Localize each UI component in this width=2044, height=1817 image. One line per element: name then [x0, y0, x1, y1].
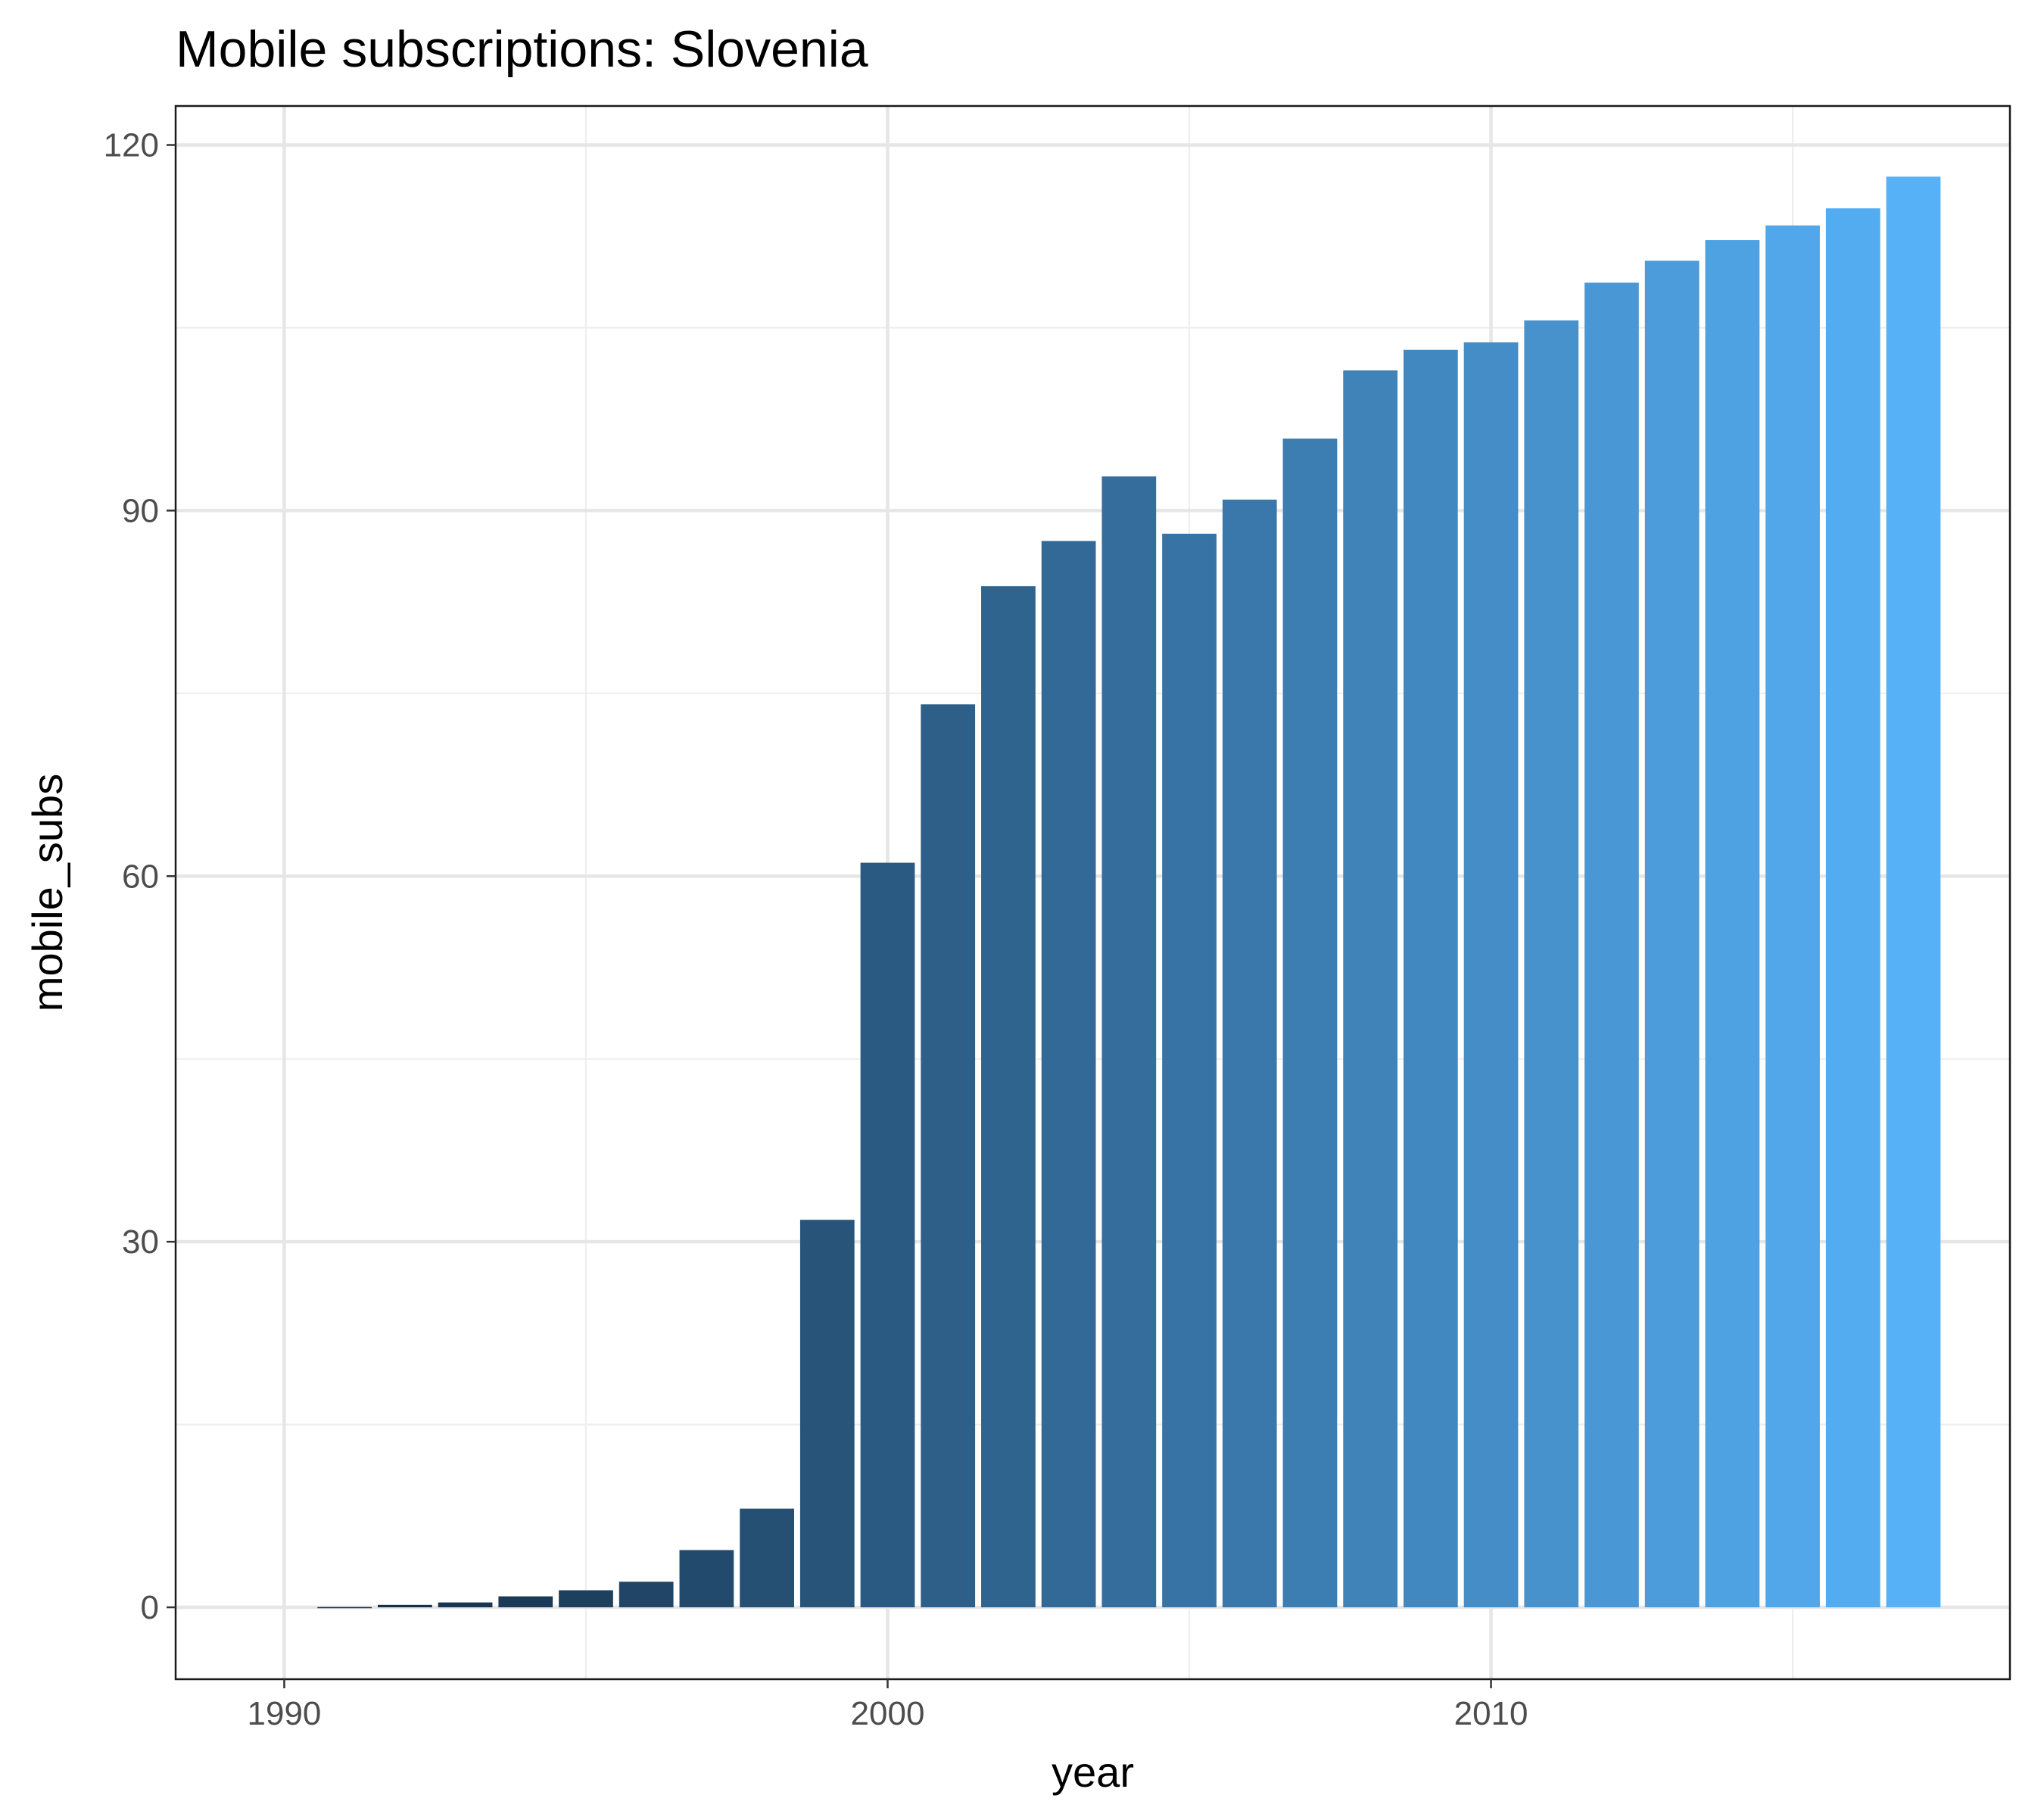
y-tick-label: 90 — [122, 492, 159, 529]
x-axis: 1990 2000 2010 — [248, 1679, 1528, 1732]
plot-panel — [174, 104, 2011, 1681]
bar-2005 — [1162, 533, 1217, 1608]
bar-2016 — [1825, 208, 1880, 1608]
bar-1992 — [378, 1604, 432, 1608]
x-axis-title: year — [1052, 1748, 1134, 1796]
bar-2008 — [1343, 370, 1398, 1608]
bar-1994 — [498, 1596, 553, 1608]
y-axis-title: mobile_subs — [23, 774, 71, 1011]
bar-1998 — [740, 1508, 794, 1608]
panel-border — [174, 104, 2011, 1681]
x-tick-label: 2000 — [851, 1695, 925, 1732]
bar-2002 — [981, 586, 1036, 1608]
bar-1999 — [799, 1220, 855, 1608]
x-tick-label: 1990 — [248, 1695, 322, 1732]
bar-1995 — [559, 1590, 613, 1608]
y-tick-label: 30 — [122, 1223, 159, 1261]
bar-2004 — [1101, 476, 1157, 1608]
bar-2015 — [1765, 225, 1820, 1608]
bar-1996 — [618, 1582, 674, 1608]
bar-2003 — [1041, 541, 1096, 1608]
bars — [317, 176, 1941, 1609]
y-tick-label: 120 — [104, 127, 159, 164]
bar-2001 — [921, 704, 976, 1608]
y-tick-label: 0 — [141, 1589, 159, 1626]
bar-2017 — [1886, 176, 1941, 1608]
bar-2013 — [1644, 260, 1700, 1608]
bar-2014 — [1705, 240, 1760, 1608]
chart-title: Mobile subscriptions: Slovenia — [176, 20, 868, 78]
bar-2011 — [1524, 320, 1579, 1608]
bar-1993 — [438, 1602, 493, 1608]
y-axis: 0 30 60 90 120 — [104, 127, 176, 1626]
y-tick-label: 60 — [122, 858, 159, 895]
bar-2006 — [1222, 499, 1277, 1608]
x-tick-label: 2010 — [1454, 1695, 1528, 1732]
bar-1997 — [679, 1550, 734, 1608]
bar-2000 — [860, 862, 915, 1608]
bar-2009 — [1403, 349, 1458, 1608]
bar-2010 — [1463, 342, 1519, 1608]
bar-2012 — [1584, 282, 1639, 1608]
bar-2007 — [1282, 438, 1338, 1608]
bar-1991 — [317, 1607, 372, 1609]
